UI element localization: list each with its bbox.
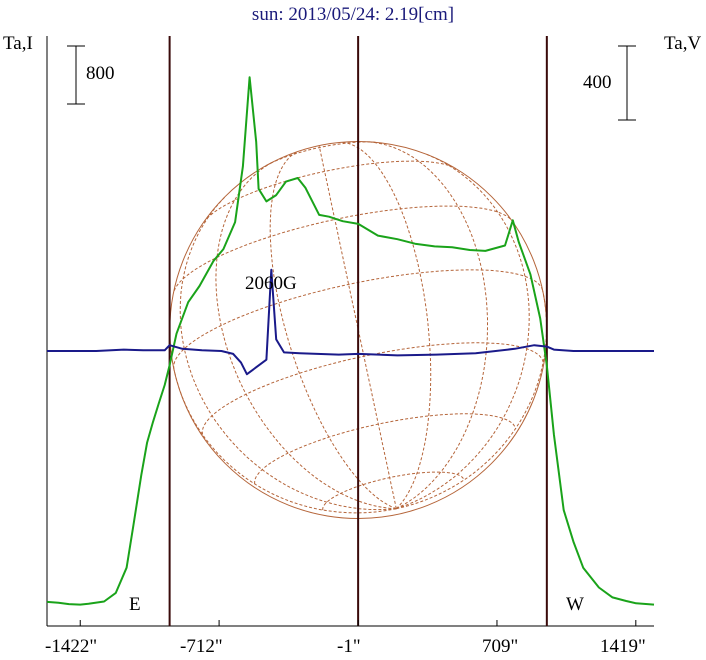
meridian-line <box>215 161 397 510</box>
x-tick-label: 709" <box>482 636 519 657</box>
left-axis-label: Ta,I <box>3 33 33 54</box>
meridian-line <box>341 141 432 510</box>
x-tick-label: 1419" <box>600 636 646 657</box>
parallel-line <box>173 205 511 292</box>
meridian-line <box>173 369 397 514</box>
x-tick-label: -1" <box>337 636 361 657</box>
meridian-line <box>367 141 488 510</box>
west-limb-label: W <box>566 594 584 615</box>
polarization-series-line <box>47 268 654 376</box>
intensity-series-line <box>46 76 655 606</box>
meridian-line <box>318 145 397 509</box>
meridian-line <box>269 151 397 510</box>
x-axis-ticks <box>79 620 637 626</box>
parallel-line <box>201 342 544 435</box>
x-tick-label: -712" <box>180 636 223 657</box>
solar-disk-grid <box>169 140 548 520</box>
meridian-line <box>179 196 397 511</box>
peak-annotation: 2060G <box>245 273 297 294</box>
parallel-line <box>322 471 465 511</box>
chart-title: sun: 2013/05/24: 2.19[cm] <box>251 4 455 25</box>
data-series <box>46 76 655 606</box>
right-axis-label: Ta,V <box>664 33 702 54</box>
meridian-line <box>396 290 548 510</box>
meridian-line <box>396 153 530 510</box>
parallel-line <box>173 269 544 370</box>
parallel-line <box>265 141 376 167</box>
east-limb-label: E <box>129 594 141 615</box>
parallel-line <box>203 160 456 223</box>
x-tick-label: -1422" <box>45 636 98 657</box>
polarization-scale-label: 400 <box>583 72 612 93</box>
intensity-scale-label: 800 <box>86 63 115 84</box>
plot-frame <box>46 36 654 627</box>
parallel-line <box>254 413 517 485</box>
